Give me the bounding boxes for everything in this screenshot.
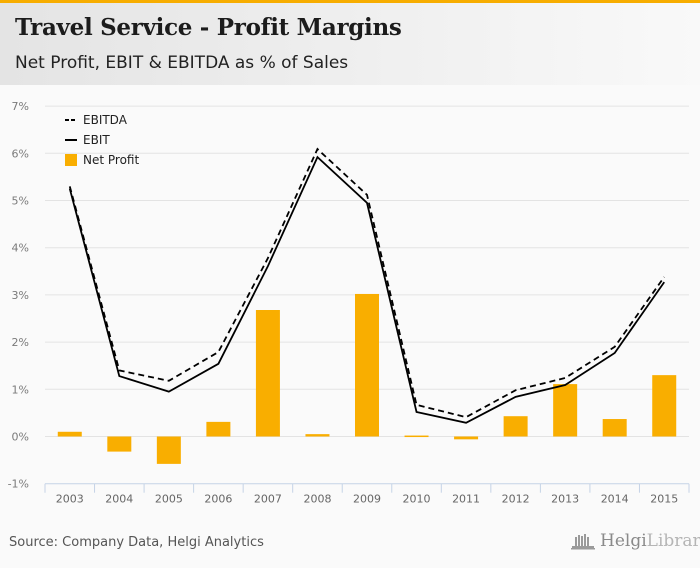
x-tick-label: 2014	[601, 493, 629, 506]
line-ebit	[68, 155, 665, 424]
x-tick-label: 2013	[551, 493, 579, 506]
helgi-library-logo: HelgiLibrary.	[570, 531, 700, 551]
legend-net-profit-swatch	[65, 154, 77, 166]
margin-lines	[68, 147, 665, 424]
x-tick-label: 2004	[105, 493, 133, 506]
y-tick-label: 7%	[12, 100, 29, 113]
x-tick-label: 2010	[403, 493, 431, 506]
bar-net-profit	[602, 419, 627, 437]
chart-plot: -1% 0% 1% 2% 3% 4% 5% 6% 7% 2003 2004 2005 2006 2007…	[8, 100, 690, 506]
x-tick-label: 2009	[353, 493, 381, 506]
bar-net-profit	[107, 436, 132, 452]
bar-net-profit	[652, 375, 677, 437]
bar-net-profit	[255, 310, 280, 437]
chart-subtitle: Net Profit, EBIT & EBITDA as % of Sales	[15, 53, 349, 73]
logo-library-text: Library.	[646, 531, 700, 551]
y-tick-label: 3%	[12, 289, 29, 302]
legend: EBITDA EBIT Net Profit	[65, 113, 139, 167]
net-profit-bars	[57, 293, 677, 464]
y-axis-labels: -1% 0% 1% 2% 3% 4% 5% 6% 7%	[8, 100, 29, 491]
y-tick-label: 0%	[12, 431, 29, 444]
logo-helgi-text: Helgi	[600, 531, 647, 551]
bar-net-profit	[57, 431, 82, 437]
bar-net-profit	[404, 435, 429, 438]
chart-title: Travel Service - Profit Margins	[15, 14, 402, 41]
bar-net-profit	[454, 436, 479, 440]
x-tick-label: 2005	[155, 493, 183, 506]
x-tick-label: 2003	[56, 493, 84, 506]
bar-net-profit	[206, 421, 231, 437]
x-tick-label: 2012	[502, 493, 530, 506]
chart-header: Travel Service - Profit Margins Net Prof…	[0, 3, 700, 85]
y-tick-label: 4%	[12, 242, 29, 255]
source-note: Source: Company Data, Helgi Analytics	[9, 535, 264, 550]
x-tick-label: 2015	[650, 493, 678, 506]
accent-bar	[0, 0, 700, 3]
y-tick-label: 5%	[12, 195, 29, 208]
y-tick-label: 6%	[12, 147, 29, 160]
y-tick-label: -1%	[8, 478, 29, 491]
legend-label: Net Profit	[83, 153, 139, 167]
x-tick-label: 2011	[452, 493, 480, 506]
line-ebitda	[68, 147, 665, 419]
bar-net-profit	[305, 434, 330, 437]
y-tick-label: 1%	[12, 383, 29, 396]
x-tick-label: 2008	[303, 493, 331, 506]
legend-label: EBITDA	[83, 113, 128, 127]
gridlines	[45, 105, 689, 437]
x-tick-label: 2007	[254, 493, 282, 506]
y-tick-label: 2%	[12, 336, 29, 349]
bar-net-profit	[553, 384, 578, 437]
bar-net-profit	[156, 436, 181, 464]
bar-net-profit	[355, 293, 379, 437]
bar-net-profit	[503, 416, 528, 437]
x-tick-label: 2006	[204, 493, 232, 506]
legend-label: EBIT	[83, 133, 110, 147]
x-axis: 2003 2004 2005 2006 2007 2008 2009 2010 2011 2012…	[44, 483, 690, 506]
library-logo-icon	[571, 534, 595, 550]
